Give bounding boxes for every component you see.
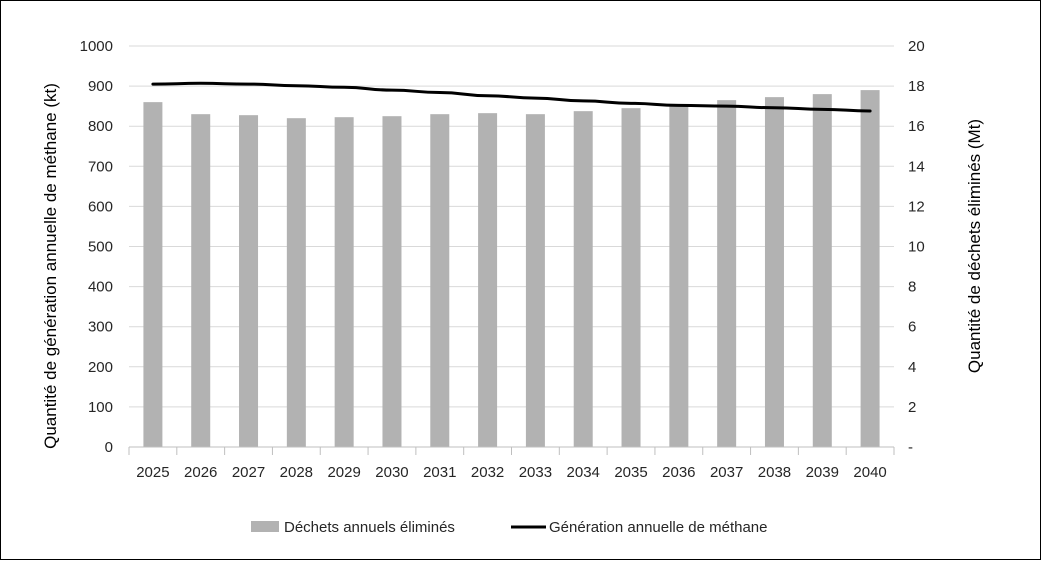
right-tick-label: 4 (908, 359, 916, 376)
bar (143, 102, 162, 447)
bar (622, 108, 641, 447)
x-tick-label: 2038 (758, 464, 791, 481)
left-tick-label: 900 (88, 78, 113, 95)
left-tick-label: 600 (88, 198, 113, 215)
bar (191, 114, 210, 447)
x-tick-label: 2026 (184, 464, 217, 481)
right-tick-label: 12 (908, 198, 925, 215)
x-tick-label: 2032 (471, 464, 504, 481)
bar (287, 118, 306, 447)
bar (478, 113, 497, 447)
left-tick-label: 200 (88, 359, 113, 376)
right-tick-label: - (908, 439, 913, 456)
methane-line (153, 83, 870, 111)
left-tick-label: 800 (88, 118, 113, 135)
right-axis-title: Quantité de déchets éliminés (Mt) (965, 119, 984, 373)
bar (813, 94, 832, 447)
bar (239, 115, 258, 447)
x-tick-label: 2037 (710, 464, 743, 481)
x-tick-label: 2036 (662, 464, 695, 481)
x-tick-label: 2039 (806, 464, 839, 481)
bar (574, 111, 593, 447)
x-tick-label: 2033 (519, 464, 552, 481)
right-tick-label: 8 (908, 279, 916, 296)
bar (717, 100, 736, 447)
x-tick-label: 2028 (280, 464, 313, 481)
left-axis-title: Quantité de génération annuelle de métha… (41, 83, 60, 449)
left-tick-label: 500 (88, 239, 113, 256)
x-tick-label: 2031 (423, 464, 456, 481)
right-tick-label: 20 (908, 38, 925, 55)
left-tick-label: 700 (88, 158, 113, 175)
bar (430, 114, 449, 447)
right-tick-label: 6 (908, 319, 916, 336)
left-tick-label: 300 (88, 319, 113, 336)
right-tick-label: 10 (908, 239, 925, 256)
x-tick-label: 2030 (375, 464, 408, 481)
legend-line-label: Génération annuelle de méthane (549, 519, 768, 536)
left-tick-label: 0 (105, 439, 113, 456)
line-series (153, 83, 870, 111)
x-tick-label: 2029 (327, 464, 360, 481)
legend-bar-swatch (251, 521, 279, 532)
right-tick-label: 18 (908, 78, 925, 95)
bar (861, 90, 880, 447)
right-axis-ticks: - 2 4 6 8 10 12 14 16 18 20 (908, 38, 925, 456)
left-tick-label: 400 (88, 279, 113, 296)
left-tick-label: 1000 (80, 38, 113, 55)
x-tick-label: 2027 (232, 464, 265, 481)
left-axis-ticks: 0 100 200 300 400 500 600 700 800 900 1000 (80, 38, 113, 456)
x-axis-ticks: 2025 2026 2027 2028 2029 2030 2031 2032 2033 2034… (129, 447, 894, 481)
x-tick-label: 2040 (853, 464, 886, 481)
right-tick-label: 14 (908, 158, 925, 175)
bar (765, 97, 784, 447)
x-tick-label: 2035 (614, 464, 647, 481)
right-tick-label: 2 (908, 399, 916, 416)
left-tick-label: 100 (88, 399, 113, 416)
right-tick-label: 16 (908, 118, 925, 135)
bar (382, 116, 401, 447)
x-tick-label: 2034 (567, 464, 600, 481)
x-tick-label: 2025 (136, 464, 169, 481)
bar (526, 114, 545, 447)
bar (335, 117, 354, 447)
bar-series (143, 90, 879, 447)
legend-bar-label: Déchets annuels éliminés (284, 519, 455, 536)
bar (669, 105, 688, 447)
legend: Déchets annuels éliminés Génération annu… (251, 519, 768, 536)
